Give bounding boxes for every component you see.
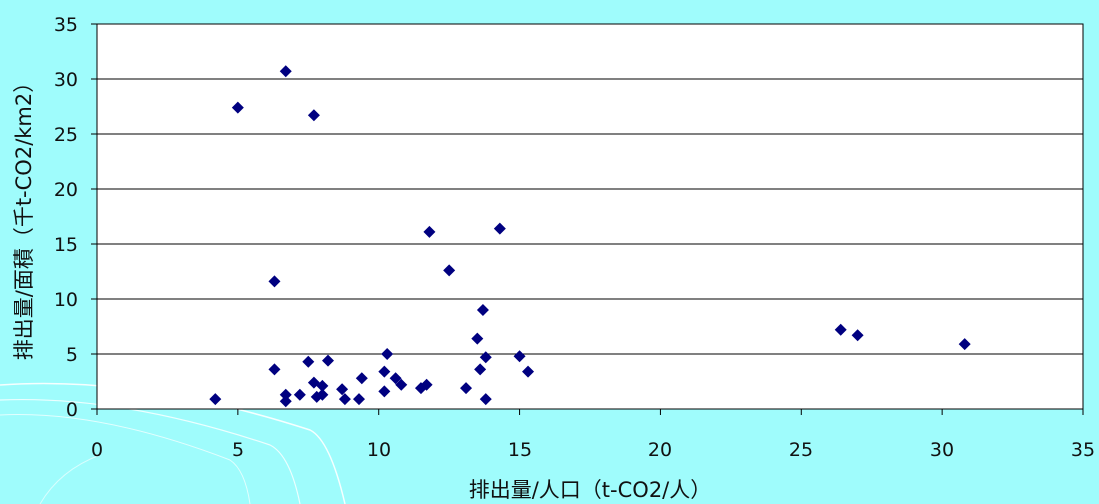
x-tick-label: 15 — [508, 439, 532, 461]
x-tick-label: 35 — [1071, 439, 1095, 461]
data-point-diamond — [476, 304, 489, 316]
x-tick-label: 30 — [930, 439, 954, 461]
data-point-diamond — [834, 323, 847, 336]
y-axis-title: 排出量/面積（千t-CO2/km2） — [12, 72, 36, 361]
x-tick-label: 0 — [91, 439, 103, 461]
data-point-diamond — [513, 350, 526, 363]
data-point-diamond — [479, 351, 492, 364]
data-point-diamond — [302, 355, 315, 368]
data-point-diamond — [316, 379, 329, 392]
data-point-diamond — [851, 329, 864, 342]
data-points — [209, 65, 971, 408]
data-point-diamond — [493, 222, 506, 235]
data-point-diamond — [471, 332, 484, 345]
data-point-diamond — [279, 395, 292, 408]
data-point-diamond — [474, 363, 487, 376]
data-point-diamond — [378, 385, 391, 398]
data-point-diamond — [268, 363, 281, 376]
data-point-diamond — [352, 393, 365, 406]
plot-area — [96, 23, 1084, 410]
data-point-diamond — [460, 382, 473, 395]
data-point-diamond — [316, 388, 329, 401]
data-point-diamond — [279, 388, 292, 401]
y-tick-marks — [91, 23, 97, 410]
y-tick-label: 15 — [54, 234, 78, 256]
data-point-diamond — [423, 225, 436, 238]
y-tick-label: 0 — [66, 399, 78, 421]
data-point-diamond — [522, 365, 535, 378]
data-point-diamond — [355, 372, 368, 385]
data-point-diamond — [395, 378, 408, 391]
data-point-diamond — [209, 393, 222, 406]
x-tick-marks — [96, 409, 1084, 415]
data-point-diamond — [307, 109, 320, 122]
gridlines — [97, 23, 1083, 355]
y-tick-label: 25 — [54, 124, 78, 146]
data-point-diamond — [293, 388, 306, 401]
y-tick-label: 30 — [54, 69, 78, 91]
data-point-diamond — [443, 264, 456, 277]
x-tick-label: 5 — [232, 439, 244, 461]
data-point-diamond — [338, 393, 351, 406]
data-point-diamond — [231, 101, 244, 114]
y-tick-labels: 0 5 10 15 20 25 30 35 — [54, 14, 78, 421]
data-point-diamond — [420, 378, 433, 391]
y-tick-label: 20 — [54, 179, 78, 201]
data-point-diamond — [268, 275, 281, 288]
x-axis-title: 排出量/人口（t-CO2/人） — [469, 478, 712, 502]
y-tick-label: 10 — [54, 289, 78, 311]
y-tick-label: 35 — [54, 14, 78, 36]
data-point-diamond — [336, 383, 349, 396]
data-point-diamond — [389, 372, 402, 385]
data-point-diamond — [322, 354, 335, 367]
x-tick-label: 20 — [648, 439, 672, 461]
data-point-diamond — [958, 338, 971, 351]
x-tick-label: 25 — [789, 439, 813, 461]
data-point-diamond — [378, 365, 391, 378]
data-point-diamond — [381, 348, 394, 360]
background-swoosh — [0, 382, 346, 504]
data-point-diamond — [479, 393, 492, 406]
y-tick-label: 5 — [66, 344, 78, 366]
data-point-diamond — [279, 65, 292, 78]
x-tick-labels: 0 5 10 15 20 25 30 35 — [91, 439, 1095, 461]
x-tick-label: 10 — [367, 439, 391, 461]
